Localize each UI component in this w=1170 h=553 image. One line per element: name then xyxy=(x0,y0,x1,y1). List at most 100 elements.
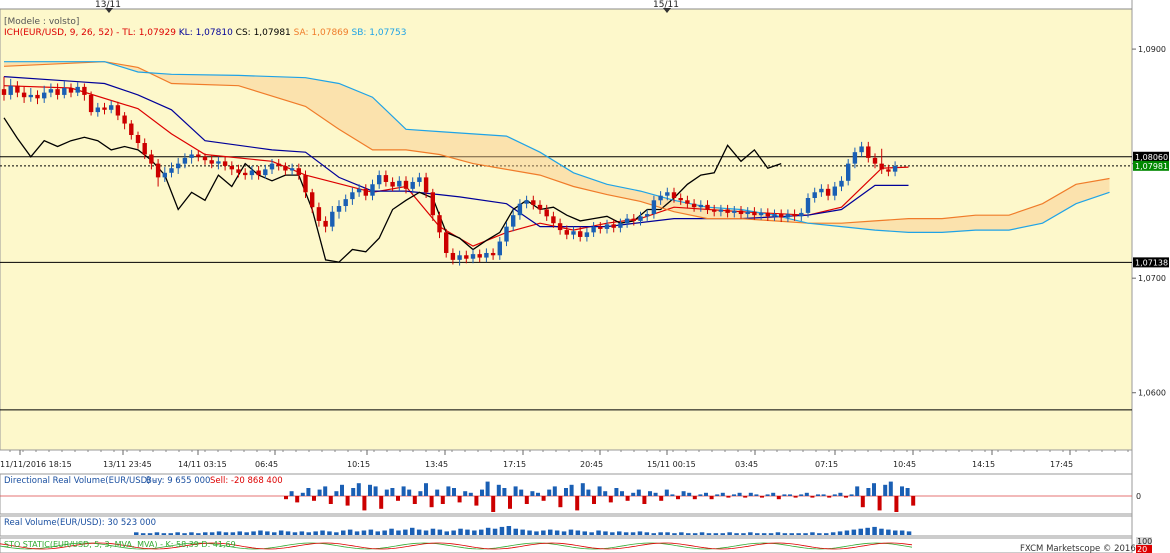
directional-volume-bar xyxy=(872,483,876,496)
candle-body xyxy=(598,226,603,229)
candlesticks[interactable] xyxy=(1,76,898,266)
real-volume-bar xyxy=(644,532,650,535)
directional-volume-bar xyxy=(737,492,742,496)
candle-body xyxy=(68,88,74,93)
directional-volume-bar xyxy=(317,489,322,496)
real-volume-bar xyxy=(768,533,774,535)
directional-volume-bar xyxy=(659,496,664,501)
candle-body xyxy=(370,184,375,196)
candle-body xyxy=(310,192,315,208)
real-volume-bar xyxy=(154,532,160,535)
candle-body xyxy=(872,157,878,164)
directional-volume-bar xyxy=(295,496,300,503)
directional-volume-bar xyxy=(552,486,557,496)
candle-body xyxy=(256,170,261,176)
directional-volume-bar xyxy=(530,491,535,496)
candle-body xyxy=(182,157,188,164)
candle-body xyxy=(1,89,7,95)
real-volume-bar xyxy=(568,529,574,535)
directional-volume-bar xyxy=(726,496,731,498)
real-volume-bar xyxy=(789,533,794,535)
candle-body xyxy=(343,199,348,207)
real-volume-title: Real Volume(EUR/USD): 30 523 000 xyxy=(4,518,156,528)
real-volume-bar xyxy=(720,533,725,535)
real-volume-bar xyxy=(306,532,311,535)
candle-body xyxy=(229,165,234,170)
real-volume-bar xyxy=(403,529,408,535)
x-tick-label: 20:45 xyxy=(580,460,603,469)
real-volume-bar xyxy=(541,530,546,535)
directional-volume-bar xyxy=(536,492,540,496)
real-volume-bar xyxy=(872,526,877,535)
directional-volume-bar xyxy=(412,496,417,504)
sto-scale-low: 20 xyxy=(1137,545,1147,553)
sto-scale-high: 100 xyxy=(1137,537,1152,546)
real-volume-bar xyxy=(596,530,601,535)
candle-body xyxy=(624,218,630,224)
real-volume-bar xyxy=(389,528,394,535)
directional-volume-bar xyxy=(838,492,843,496)
x-tick-label: 10:45 xyxy=(893,460,916,469)
candle-body xyxy=(618,223,623,228)
x-tick-label: 13:45 xyxy=(425,460,448,469)
real-volume-bar xyxy=(775,532,781,535)
candle-body xyxy=(423,177,429,193)
real-volume-bar xyxy=(203,532,208,535)
real-volume-bar xyxy=(817,533,822,535)
directional-volume-bar xyxy=(608,496,613,503)
candle-body xyxy=(196,154,201,157)
price-level-label: 1,08060 xyxy=(1135,153,1168,162)
candle-body xyxy=(129,123,134,135)
candle-body xyxy=(805,198,811,213)
real-volume-bar xyxy=(617,531,622,535)
x-tick-label: 13/11 23:45 xyxy=(103,460,152,469)
real-volume-bar xyxy=(361,530,367,535)
x-tick-label: 10:15 xyxy=(347,460,370,469)
real-volume-bar xyxy=(713,533,719,535)
real-volume-bar xyxy=(837,531,843,535)
real-volume-bar xyxy=(830,532,836,535)
x-tick-label: 17:45 xyxy=(1050,460,1073,469)
candle-body xyxy=(75,86,80,93)
legend-item: KL: 1,07810 xyxy=(176,28,233,38)
candle-body xyxy=(557,223,563,231)
directional-volume-bar xyxy=(911,496,916,506)
directional-volume-bar xyxy=(429,496,434,508)
real-volume-bar xyxy=(368,529,374,535)
directional-volume-bar xyxy=(569,484,574,496)
price-level-badge xyxy=(1133,160,1169,171)
directional-volume-bar xyxy=(485,481,490,496)
directional-volume-bar xyxy=(424,483,428,496)
time-axis-ticks: 11/11/2016 18:15 13/11 23:45 14/11 03:15 06… xyxy=(0,450,1129,469)
real-volume-bar xyxy=(437,529,443,535)
candle-body xyxy=(470,254,476,259)
directional-volume-bar xyxy=(390,488,395,496)
date-marker-2: 15/11 xyxy=(653,0,679,10)
candle-body xyxy=(356,188,362,193)
candle-body xyxy=(363,188,368,196)
real-volume-bars xyxy=(134,526,912,535)
x-tick-label: 03:45 xyxy=(735,460,758,469)
candle-body xyxy=(249,170,255,176)
candle-body xyxy=(417,177,422,182)
candle-body xyxy=(758,212,764,216)
directional-volume-bar xyxy=(407,489,412,496)
candle-body xyxy=(799,212,804,217)
candle-body xyxy=(490,252,496,256)
real-volume-bar xyxy=(147,533,153,535)
directional-volume-bar xyxy=(631,492,636,496)
candle-body xyxy=(35,94,40,99)
directional-volume-bar xyxy=(765,494,770,496)
real-volume-bar xyxy=(706,533,712,535)
real-volume-bar xyxy=(189,532,194,535)
candle-body xyxy=(263,169,268,176)
real-volume-bar xyxy=(492,528,498,535)
real-volume-bar xyxy=(741,533,746,535)
directional-volume-bar xyxy=(793,496,798,498)
candle-body xyxy=(430,192,435,216)
candle-body xyxy=(678,198,683,201)
date-marker-2-icon xyxy=(663,8,671,13)
real-volume-bar xyxy=(396,530,401,535)
